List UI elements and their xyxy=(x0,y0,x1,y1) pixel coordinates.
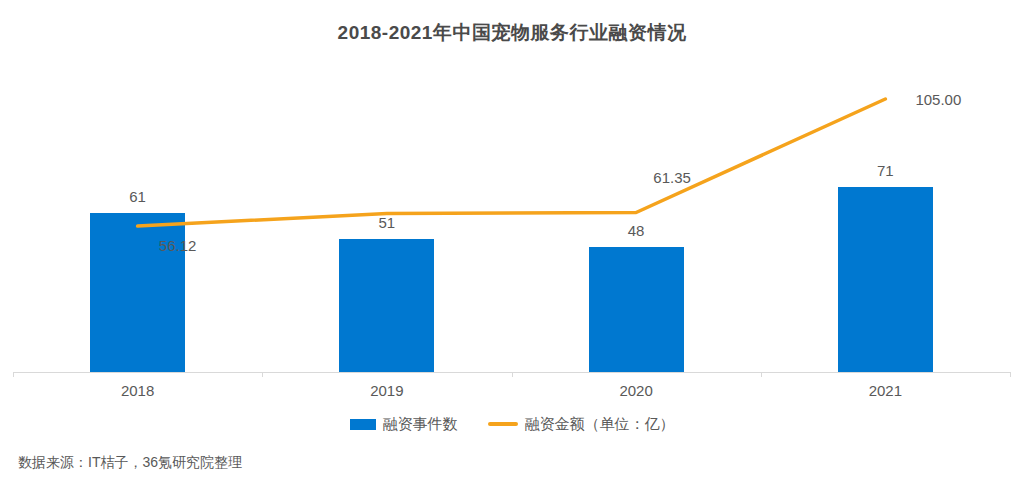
bar-2019 xyxy=(339,239,434,372)
line-series-swatch xyxy=(488,422,518,426)
legend-label-line-series: 融资金额（单位：亿） xyxy=(525,413,675,435)
line-value-label-2018: 56.12 xyxy=(133,236,223,256)
source-note: 数据来源：IT桔子，36氪研究院整理 xyxy=(18,454,242,472)
x-axis-tick xyxy=(262,372,263,377)
legend-label-bar-series: 融资事件数 xyxy=(383,413,458,435)
bar-value-label-2020: 48 xyxy=(596,221,676,241)
x-axis-tick xyxy=(512,372,513,377)
legend-item-bar-series: 融资事件数 xyxy=(350,413,458,435)
bar-series-swatch xyxy=(350,419,376,430)
x-axis-label-2021: 2021 xyxy=(761,381,1010,401)
legend: 融资事件数 融资金额（单位：亿） xyxy=(0,413,1024,435)
x-axis-tick xyxy=(1010,372,1011,377)
line-value-label-2021: 105.00 xyxy=(893,90,983,110)
bar-value-label-2018: 61 xyxy=(98,187,178,207)
x-axis-label-2018: 2018 xyxy=(13,381,262,401)
bar-2021 xyxy=(838,187,933,372)
line-value-label-2020: 61.35 xyxy=(627,168,717,188)
legend-item-line-series: 融资金额（单位：亿） xyxy=(488,413,675,435)
x-axis-label-2020: 2020 xyxy=(512,381,761,401)
financing-chart: 2018-2021年中国宠物服务行业融资情况 20182019202020216… xyxy=(0,0,1024,486)
bar-value-label-2021: 71 xyxy=(845,161,925,181)
x-axis-label-2019: 2019 xyxy=(262,381,511,401)
bar-value-label-2019: 51 xyxy=(347,213,427,233)
x-axis-tick xyxy=(13,372,14,377)
x-axis-tick xyxy=(761,372,762,377)
financing-amount-line xyxy=(138,99,886,226)
bar-2020 xyxy=(589,247,684,372)
